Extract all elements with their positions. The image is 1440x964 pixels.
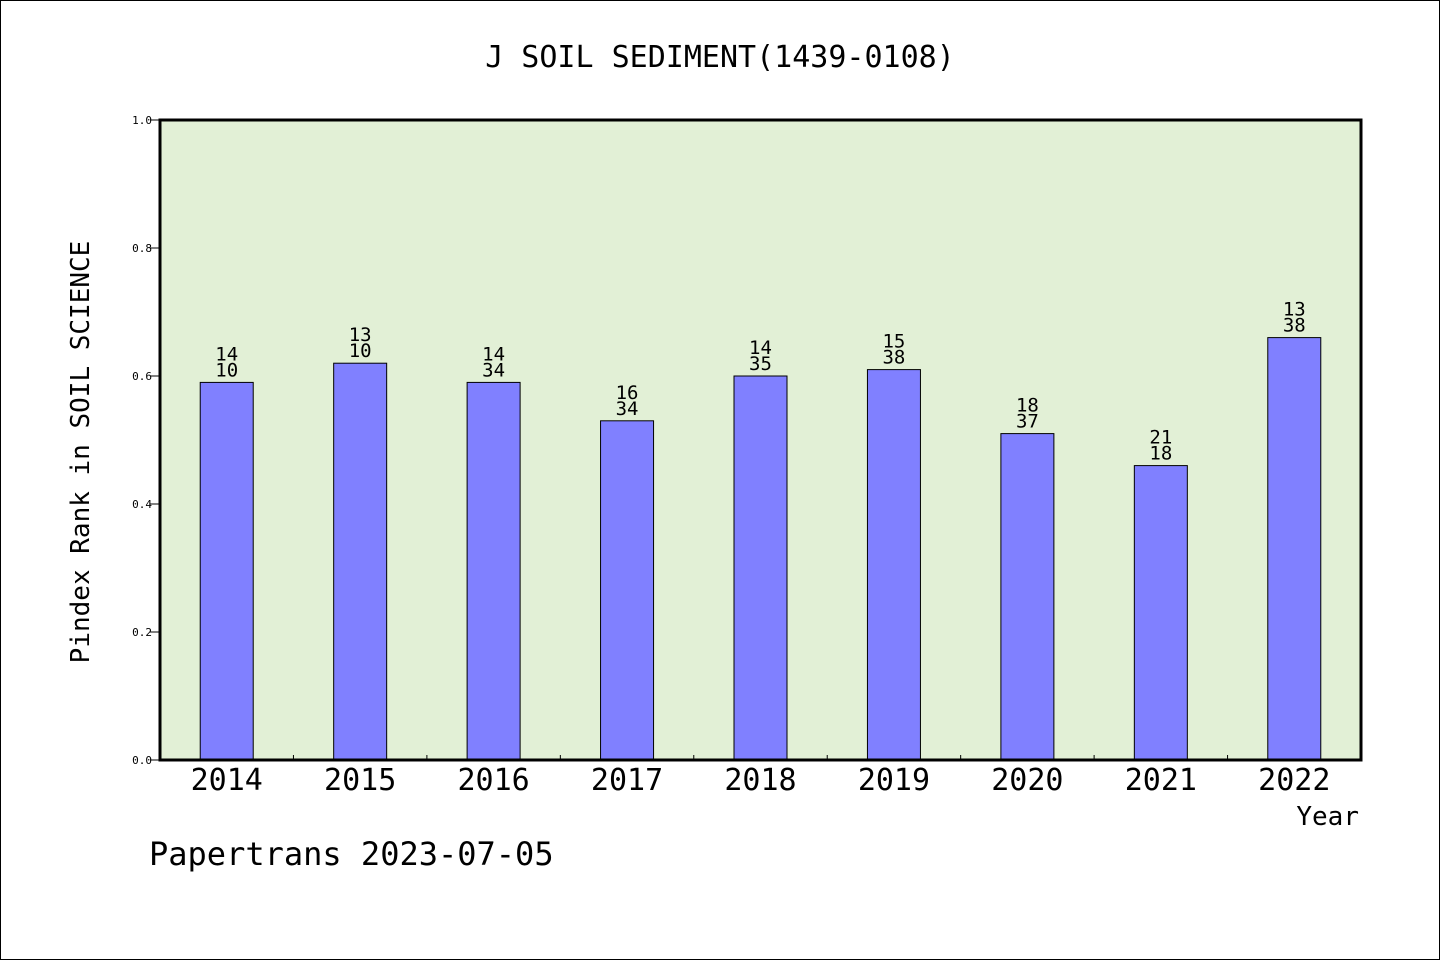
y-tick-label-0.8: 0.8	[132, 242, 152, 255]
bar-2021	[1133, 465, 1188, 761]
x-tick-label-2022: 2022	[1258, 763, 1330, 798]
y-axis-label: Pindex Rank in SOIL SCIENCE	[66, 241, 96, 664]
y-tick-label-0.0: 0.0	[132, 754, 152, 767]
data-label-top-2022: 13	[1283, 299, 1306, 321]
bar-2014	[199, 381, 254, 761]
x-tick-label-2018: 2018	[724, 763, 796, 798]
data-label-bottom-2016: 34	[482, 359, 505, 381]
data-label-top-2018: 14	[749, 337, 772, 359]
x-axis-label: Year	[1296, 802, 1359, 832]
x-tick-label-2019: 2019	[858, 763, 930, 798]
bar-2018	[733, 375, 788, 761]
data-label-top-2015: 13	[349, 324, 372, 346]
x-tick-label-2021: 2021	[1125, 763, 1197, 798]
bar-2022	[1267, 337, 1322, 761]
bar-2017	[600, 420, 655, 761]
bar-2015	[333, 362, 388, 761]
chart-title: J SOIL SEDIMENT(1439-0108)	[485, 40, 955, 75]
y-tick-label-0.6: 0.6	[132, 370, 152, 383]
bar-2020	[1000, 433, 1055, 761]
data-label-bottom-2018: 35	[749, 353, 772, 375]
bar-2019	[866, 369, 921, 761]
bars-layer	[199, 337, 1322, 761]
data-label-bottom-2015: 10	[349, 340, 372, 362]
x-axis: 2014 2015 2016 2017 2018 2019 2020 2021 2022	[191, 755, 1330, 798]
x-tick-label-2014: 2014	[191, 763, 263, 798]
data-label-top-2017: 16	[616, 382, 639, 404]
data-label-top-2021: 21	[1149, 427, 1172, 449]
data-label-bottom-2020: 37	[1016, 411, 1039, 433]
y-tick-label-0.2: 0.2	[132, 626, 152, 639]
data-label-bottom-2019: 38	[882, 347, 905, 369]
bar-2016	[466, 381, 521, 761]
y-axis: 0.0 0.2 0.4 0.6 0.8 1.0	[132, 114, 160, 767]
x-tick-label-2016: 2016	[457, 763, 529, 798]
data-label-top-2020: 18	[1016, 395, 1039, 417]
data-label-bottom-2022: 38	[1283, 315, 1306, 337]
footer-text: Papertrans 2023-07-05	[149, 835, 554, 873]
data-label-top-2014: 14	[215, 343, 238, 365]
y-tick-label-1.0: 1.0	[132, 114, 152, 127]
x-tick-label-2020: 2020	[991, 763, 1063, 798]
data-label-bottom-2014: 10	[215, 359, 238, 381]
data-label-bottom-2017: 34	[616, 398, 639, 420]
x-tick-label-2015: 2015	[324, 763, 396, 798]
data-label-bottom-2021: 18	[1149, 443, 1172, 465]
y-tick-label-0.4: 0.4	[132, 498, 152, 511]
data-label-top-2016: 14	[482, 343, 505, 365]
plot-border	[158, 118, 1363, 762]
data-label-top-2019: 15	[882, 331, 905, 353]
x-tick-label-2017: 2017	[591, 763, 663, 798]
